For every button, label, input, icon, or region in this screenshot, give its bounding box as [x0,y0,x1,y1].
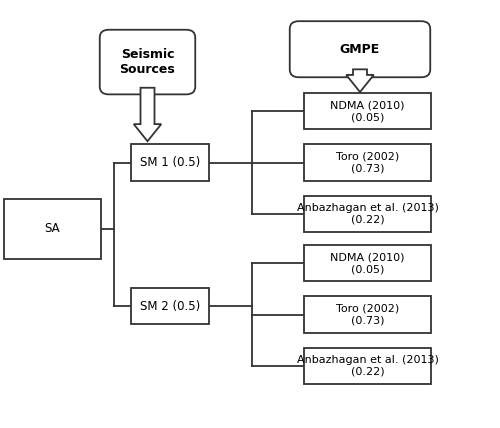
Text: SM 1 (0.5): SM 1 (0.5) [140,156,200,169]
Bar [304,145,431,181]
Text: NDMA (2010)
(0.05): NDMA (2010) (0.05) [330,101,405,122]
Text: Anbazhagan et al. (2013)
(0.22): Anbazhagan et al. (2013) (0.22) [296,355,438,377]
Text: Anbazhagan et al. (2013)
(0.22): Anbazhagan et al. (2013) (0.22) [296,203,438,225]
Text: SM 2 (0.5): SM 2 (0.5) [140,300,200,312]
Bar [304,348,431,384]
Text: GMPE: GMPE [340,43,380,56]
Bar [304,93,431,129]
Text: Toro (2002)
(0.73): Toro (2002) (0.73) [336,304,399,325]
FancyBboxPatch shape [290,21,430,77]
Bar [131,145,209,181]
Polygon shape [346,69,374,92]
Bar [304,296,431,333]
Polygon shape [134,88,161,141]
Text: Seismic
Sources: Seismic Sources [120,48,176,76]
Bar [304,196,431,232]
Bar [304,245,431,282]
Bar [4,199,101,259]
Text: NDMA (2010)
(0.05): NDMA (2010) (0.05) [330,253,405,274]
Text: SA: SA [44,223,60,235]
Text: Toro (2002)
(0.73): Toro (2002) (0.73) [336,152,399,173]
FancyBboxPatch shape [100,30,195,95]
Bar [131,288,209,324]
